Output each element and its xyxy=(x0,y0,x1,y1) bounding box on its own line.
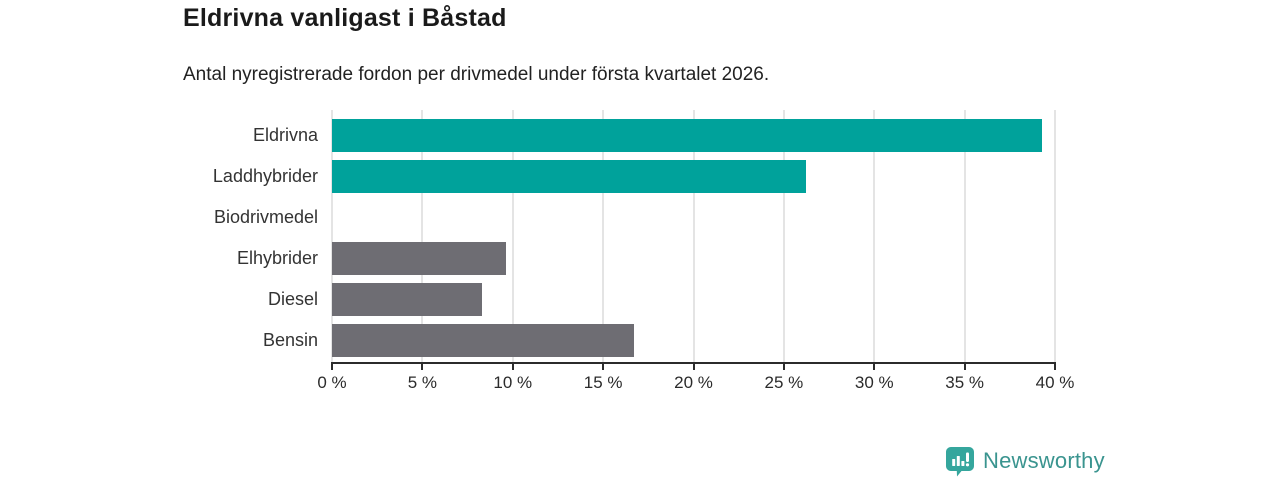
category-label-elhybrider: Elhybrider xyxy=(236,248,318,268)
category-labels: Eldrivna Laddhybrider Biodrivmedel Elhybrid… xyxy=(0,110,318,364)
chart-subtitle: Antal nyregistrerade fordon per drivmede… xyxy=(183,64,770,85)
category-label-diesel: Diesel xyxy=(267,289,318,309)
chart-title: Eldrivna vanligast i Båstad xyxy=(183,4,507,32)
x-axis-tick-0 xyxy=(331,362,333,370)
gridline-5 xyxy=(421,110,424,362)
category-label-eldrivna: Eldrivna xyxy=(252,125,318,145)
category-label-bensin: Bensin xyxy=(262,330,318,350)
bar-bensin xyxy=(332,324,634,357)
x-tick-label-15: 15 % xyxy=(583,373,623,392)
gridline-25 xyxy=(782,110,785,362)
bar-laddhybrider xyxy=(332,160,806,193)
x-axis-tick-40 xyxy=(1054,362,1056,370)
x-tick-label-25: 25 % xyxy=(764,373,804,392)
x-tick-label-30: 30 % xyxy=(854,373,894,392)
x-tick-label-40: 40 % xyxy=(1035,373,1075,392)
newsworthy-bar-chart-speech-bubble-icon xyxy=(946,447,974,477)
x-tick-label-10: 10 % xyxy=(493,373,533,392)
bar-eldrivna xyxy=(332,119,1043,152)
x-axis-tick-30 xyxy=(873,362,876,370)
newsworthy-logo: Newsworthy xyxy=(944,445,1105,477)
category-label-biodrivmedel: Biodrivmedel xyxy=(213,207,318,227)
gridline-35 xyxy=(963,110,966,362)
bar-diesel xyxy=(332,283,483,316)
x-tick-label-0: 0 % xyxy=(317,373,347,392)
bar-chart-plot-area: 0 % 5 % 10 % 15 % 20 % 25 % 30 % 35 % 40 % xyxy=(317,110,1074,392)
x-tick-label-20: 20 % xyxy=(674,373,713,392)
x-axis-tick-35 xyxy=(963,362,966,370)
newsworthy-wordmark: Newsworthy xyxy=(983,448,1105,473)
category-label-laddhybrider: Laddhybrider xyxy=(212,166,318,186)
gridline-0 xyxy=(331,110,333,362)
gridline-10 xyxy=(511,110,514,362)
x-axis-tick-20 xyxy=(692,362,695,370)
gridline-30 xyxy=(873,110,876,362)
bar-elhybrider xyxy=(332,242,506,275)
gridline-15 xyxy=(602,110,605,362)
gridline-20 xyxy=(692,110,695,362)
x-axis-tick-10 xyxy=(511,362,514,370)
x-tick-label-5: 5 % xyxy=(407,373,438,392)
gridline-40 xyxy=(1054,110,1056,362)
x-tick-label-35: 35 % xyxy=(945,373,984,392)
x-axis-tick-15 xyxy=(602,362,605,370)
x-axis-tick-25 xyxy=(782,362,785,370)
x-axis-tick-5 xyxy=(421,362,424,370)
